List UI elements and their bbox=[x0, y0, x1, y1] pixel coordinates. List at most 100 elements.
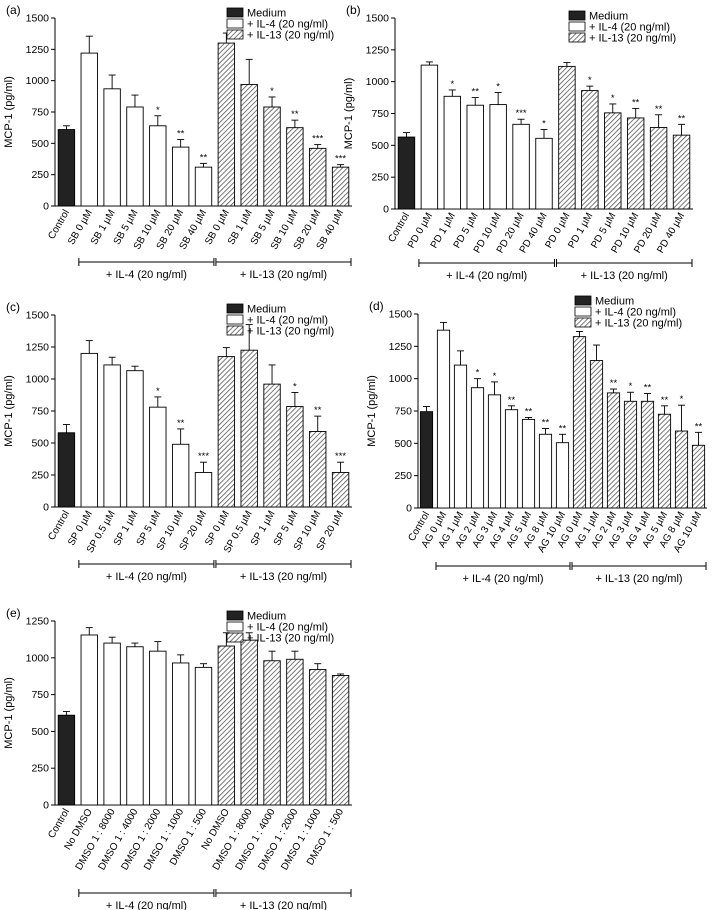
group-bracket-label: + IL-13 (20 ng/ml) bbox=[240, 571, 327, 583]
bar bbox=[194, 471, 213, 508]
y-axis-label: MCP-1 (pg/ml) bbox=[366, 375, 378, 447]
bar bbox=[57, 432, 76, 508]
y-tick-label: 500 bbox=[31, 726, 49, 738]
significance-mark: *** bbox=[335, 154, 346, 165]
group-bracket-label: + IL-4 (20 ng/ml) bbox=[106, 900, 187, 910]
bar bbox=[149, 406, 167, 508]
y-tick-label: 0 bbox=[43, 502, 49, 514]
bar bbox=[103, 364, 121, 508]
significance-mark: *** bbox=[516, 108, 527, 119]
bar bbox=[263, 383, 281, 508]
legend: Medium+ IL-4 (20 ng/ml)+ IL-13 (20 ng/ml… bbox=[226, 8, 334, 42]
bar bbox=[657, 413, 672, 509]
y-tick-label: 1000 bbox=[366, 76, 390, 88]
bar bbox=[649, 127, 668, 210]
bar bbox=[171, 443, 190, 508]
y-tick-label: 750 bbox=[394, 406, 412, 418]
panel-label: (b) bbox=[346, 3, 361, 17]
bar bbox=[674, 430, 689, 509]
y-tick-label: 1250 bbox=[389, 341, 413, 353]
y-tick-label: 1000 bbox=[26, 374, 50, 386]
bar bbox=[558, 65, 576, 210]
significance-mark: ** bbox=[610, 378, 618, 389]
legend-swatch bbox=[574, 306, 592, 317]
significance-mark: *** bbox=[335, 451, 346, 462]
y-tick-label: 0 bbox=[406, 503, 412, 515]
y-tick-label: 250 bbox=[31, 169, 49, 181]
y-axis-label: MCP-1 (pg/ml) bbox=[3, 76, 15, 148]
y-tick-label: 1000 bbox=[389, 373, 413, 385]
bar bbox=[80, 52, 98, 207]
y-tick-label: 1250 bbox=[26, 342, 50, 354]
legend-swatch bbox=[226, 610, 244, 621]
bar bbox=[126, 370, 144, 508]
significance-mark: ** bbox=[177, 129, 185, 140]
bar bbox=[126, 106, 144, 207]
group-bracket-label: + IL-13 (20 ng/ml) bbox=[240, 900, 327, 910]
bar bbox=[331, 675, 350, 806]
bar bbox=[487, 394, 502, 509]
bar bbox=[126, 646, 144, 806]
y-tick-label: 1500 bbox=[366, 13, 390, 25]
legend-swatch bbox=[226, 303, 244, 314]
group-bracket-label: + IL-4 (20 ng/ml) bbox=[106, 269, 187, 281]
significance-mark: * bbox=[611, 93, 615, 104]
significance-mark: ** bbox=[542, 417, 550, 428]
significance-mark: ** bbox=[177, 418, 185, 429]
bar bbox=[535, 137, 553, 210]
significance-mark: * bbox=[680, 394, 684, 405]
bar bbox=[331, 166, 350, 207]
legend-label: Medium bbox=[589, 11, 628, 23]
legend-label: + IL-13 (20 ng/ml) bbox=[595, 318, 682, 330]
bar bbox=[149, 125, 167, 207]
significance-mark: ** bbox=[525, 406, 533, 417]
y-axis-label: MCP-1 (pg/ml) bbox=[3, 375, 15, 447]
significance-mark: ** bbox=[678, 113, 686, 124]
group-bracket-label: + IL-4 (20 ng/ml) bbox=[446, 270, 527, 282]
bar bbox=[504, 409, 519, 509]
y-tick-label: 1500 bbox=[389, 309, 413, 321]
bar bbox=[623, 400, 638, 509]
bar bbox=[672, 134, 691, 210]
y-tick-label: 0 bbox=[43, 201, 49, 213]
bar bbox=[691, 444, 706, 509]
significance-mark: * bbox=[476, 368, 480, 379]
significance-mark: ** bbox=[472, 87, 480, 98]
legend-label: + IL-4 (20 ng/ml) bbox=[247, 19, 328, 31]
bar bbox=[489, 104, 507, 210]
bar bbox=[217, 645, 236, 806]
significance-mark: ** bbox=[695, 421, 703, 432]
legend-label: Medium bbox=[595, 296, 634, 308]
y-tick-label: 1250 bbox=[366, 44, 390, 56]
bar bbox=[103, 642, 121, 806]
legend: Medium+ IL-4 (20 ng/ml)+ IL-13 (20 ng/ml… bbox=[226, 303, 334, 338]
significance-mark: ** bbox=[291, 109, 299, 120]
y-tick-label: 500 bbox=[394, 438, 412, 450]
bar bbox=[57, 129, 76, 207]
legend-label: + IL-4 (20 ng/ml) bbox=[247, 315, 328, 327]
bar bbox=[80, 634, 98, 806]
panel-label: (c) bbox=[6, 300, 20, 314]
significance-mark: ** bbox=[655, 104, 663, 115]
bar bbox=[194, 166, 213, 207]
bar bbox=[217, 42, 236, 207]
group-bracket-label: + IL-4 (20 ng/ml) bbox=[106, 571, 187, 583]
bar bbox=[572, 336, 587, 509]
legend-label: + IL-13 (20 ng/ml) bbox=[247, 30, 334, 42]
y-tick-label: 750 bbox=[31, 107, 49, 119]
y-tick-label: 250 bbox=[31, 763, 49, 775]
legend-label: Medium bbox=[247, 304, 286, 316]
y-tick-label: 500 bbox=[371, 140, 389, 152]
y-tick-label: 250 bbox=[371, 172, 389, 184]
bar bbox=[466, 104, 484, 210]
bar bbox=[555, 442, 570, 509]
y-tick-label: 1250 bbox=[26, 44, 50, 56]
significance-mark: ** bbox=[559, 423, 567, 434]
significance-mark: * bbox=[156, 105, 160, 116]
bar bbox=[309, 147, 327, 207]
y-tick-label: 500 bbox=[31, 138, 49, 150]
